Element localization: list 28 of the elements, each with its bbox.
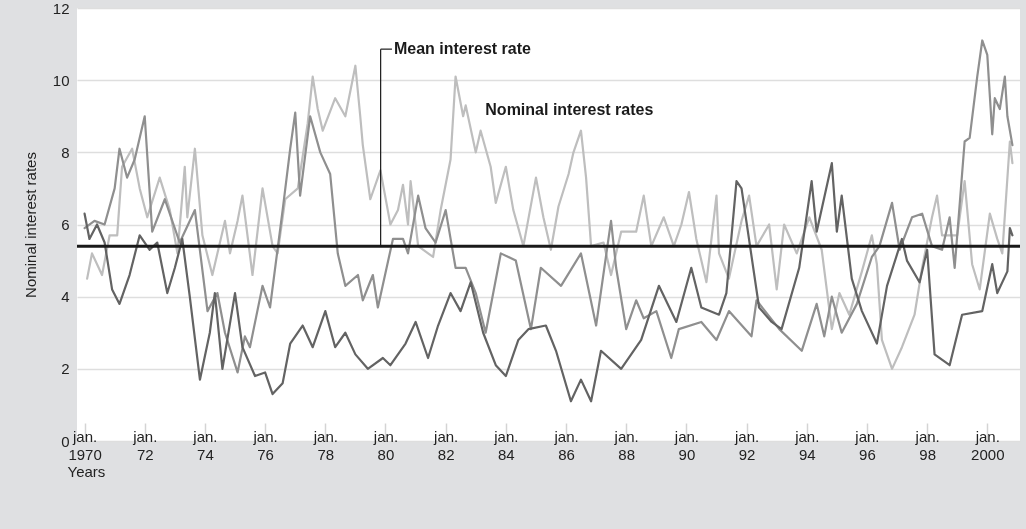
y-tick-label: 4 [61, 288, 70, 306]
annotation: Nominal interest rates [485, 100, 654, 118]
x-tick-label: jan. 76 [252, 427, 278, 463]
x-tick-label: jan. 90 [673, 427, 700, 463]
y-tick-label: 8 [61, 143, 70, 161]
y-tick-label: 6 [61, 216, 70, 233]
x-tick-label: jan. 80 [372, 427, 399, 463]
y-tick-label: 12 [52, 0, 70, 17]
x-tick-label: jan. 72 [132, 427, 158, 463]
x-tick-label: jan. 98 [914, 427, 940, 463]
legend-label: Mean interest rate [393, 40, 531, 58]
y-tick-label: 2 [61, 360, 70, 378]
x-tick-label: jan. 78 [312, 427, 338, 463]
x-tick-label: jan. 92 [733, 427, 760, 463]
x-tick-label: jan. 94 [794, 427, 820, 463]
x-tick-label: jan. 1970 [68, 427, 102, 463]
y-tick-label: 0 [61, 432, 70, 450]
x-tick-label: jan. 82 [433, 427, 459, 463]
x-tick-label: jan. 84 [493, 427, 519, 463]
x-tick-label: jan. 2000 [971, 427, 1005, 463]
x-tick-label: jan. 88 [613, 427, 639, 463]
x-axis-title: Years [67, 462, 106, 480]
x-tick-label: jan. 86 [553, 427, 579, 463]
x-tick-label: jan. 96 [854, 427, 880, 463]
y-tick-label: 10 [52, 71, 70, 89]
x-tick-label: jan. 74 [192, 427, 218, 463]
y-axis-title: Nominal interest rates [21, 152, 39, 298]
line-series [83, 162, 1014, 403]
